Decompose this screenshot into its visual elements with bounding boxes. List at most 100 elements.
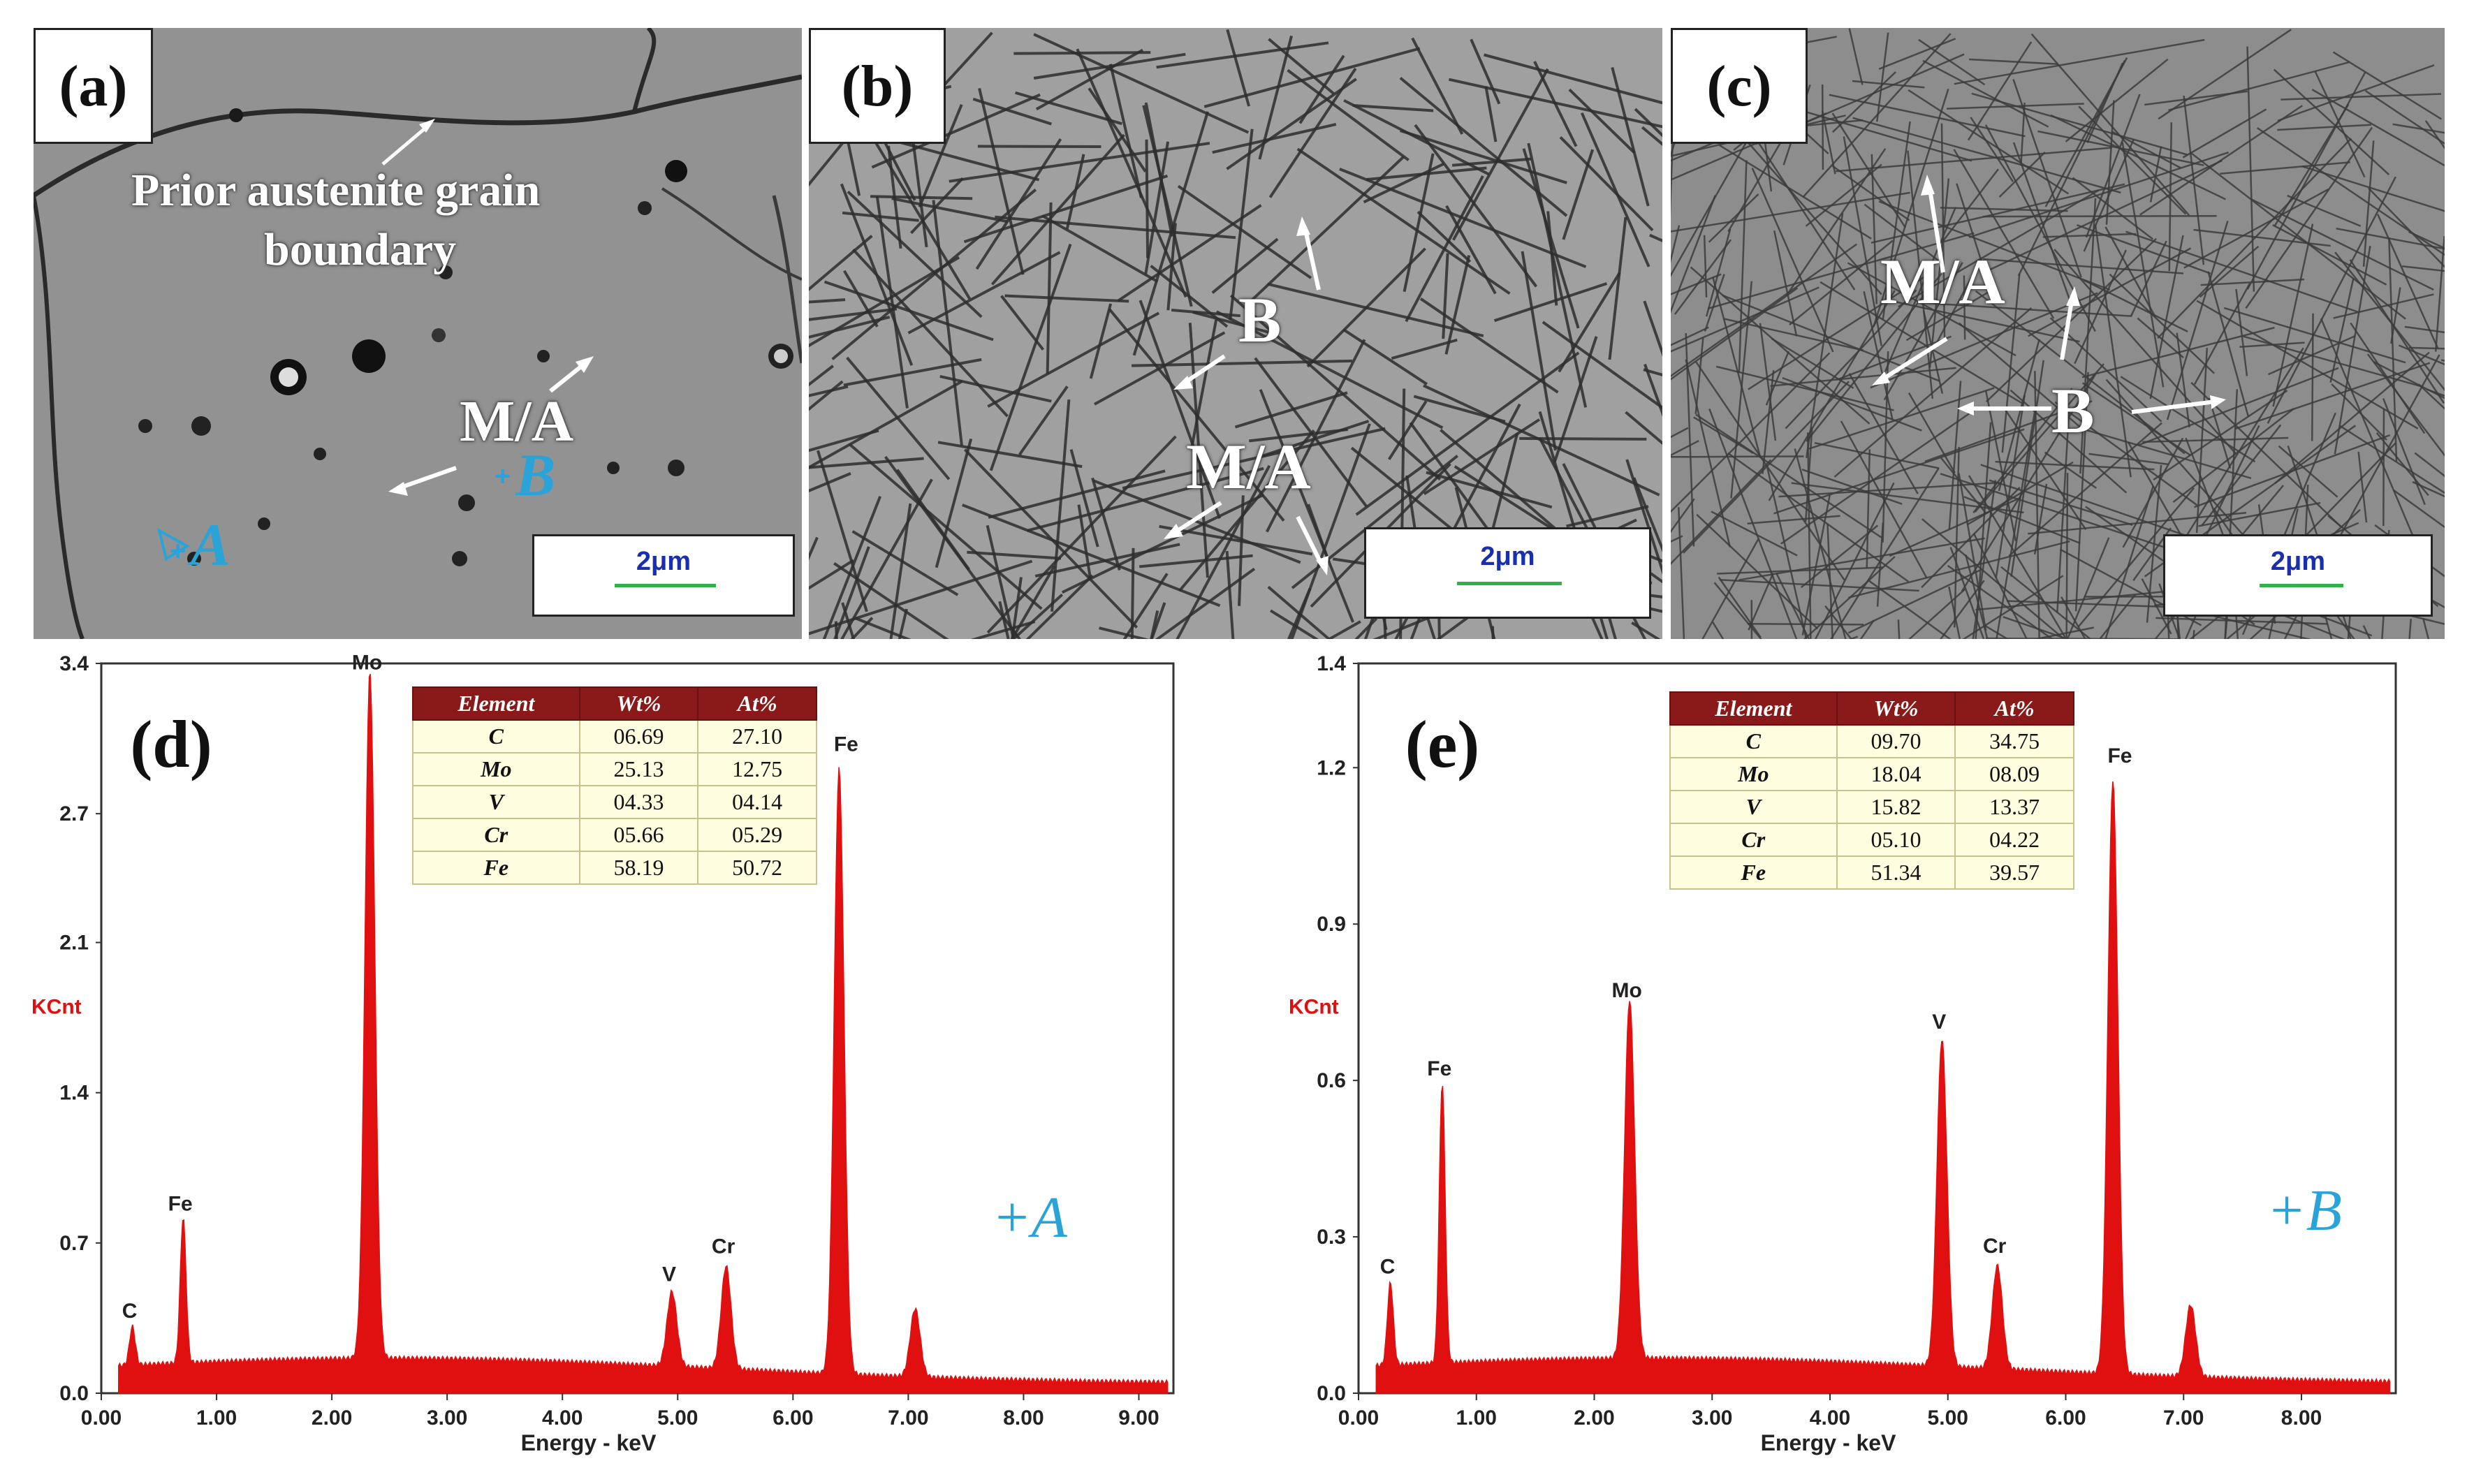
scale-bar-b [1457,582,1562,585]
peak-label: C [1380,1256,1396,1279]
micrograph-a: (a) + + Prior austenite grain boundary M… [34,28,802,639]
peak-label: Cr [712,1235,735,1258]
table-cell: 09.70 [1837,725,1956,758]
table-cell: V [1670,791,1837,823]
point-label-d: +A [992,1184,1067,1251]
table-cell: Fe [413,851,580,884]
peak-label: Mo [352,652,382,675]
b-label-b: B [1238,283,1281,357]
peak-label: Fe [2107,744,2132,767]
peak-label: Fe [1427,1057,1451,1080]
y-axis-label: KCnt [31,996,82,1019]
x-tick-label: 2.00 [312,1406,352,1430]
ma-label-c: M/A [1880,244,2005,318]
peak-label: C [122,1300,138,1323]
scale-bar-c [2260,584,2343,587]
peak-label: Mo [1611,979,1641,1002]
table-cell: 06.69 [580,720,698,753]
panel-label-e: (e) [1390,705,1495,782]
x-tick-label: 3.00 [427,1406,467,1430]
table-cell: C [1670,725,1837,758]
micrograph-c: (c) M/A B 2μm [1671,28,2445,639]
x-tick-label: 4.00 [542,1406,583,1430]
x-tick-label: 9.00 [1118,1406,1159,1430]
table-cell: 05.29 [698,818,817,851]
table-header-e: Element Wt% At% [1670,692,2074,725]
table-cell: 27.10 [698,720,817,753]
y-tick-label: 2.7 [59,802,89,825]
scale-box-c: 2μm [2163,534,2433,617]
b-label-c: B [2051,374,2094,448]
x-tick-label: 8.00 [2281,1406,2322,1430]
svg-text:+: + [170,536,186,566]
scale-text-c: 2μm [2165,547,2431,577]
x-axis-label: Energy - keV [521,1430,657,1455]
table-cell: 58.19 [580,851,698,884]
x-tick-label: 0.00 [81,1406,122,1430]
x-tick-label: 5.00 [657,1406,698,1430]
x-tick-label: 1.00 [196,1406,237,1430]
point-label-e: +B [2267,1177,2342,1244]
y-axis-label: KCnt [1289,996,1339,1019]
y-tick-label: 3.4 [59,652,89,675]
table-cell: 18.04 [1837,758,1956,791]
y-tick-label: 1.4 [59,1082,89,1105]
y-tick-label: 0.6 [1317,1069,1346,1092]
grain-boundary-annotation-line1: Prior austenite grain [131,164,540,217]
table-cell: 13.37 [1955,791,2074,823]
x-tick-label: 3.00 [1692,1406,1732,1430]
x-tick-label: 8.00 [1003,1406,1044,1430]
table-cell: 04.22 [1955,823,2074,856]
peak-label: Fe [168,1192,193,1215]
micrograph-b: (b) B M/A 2μm [809,28,1662,639]
panel-label-d: (d) [119,705,224,782]
table-cell: 50.72 [698,851,817,884]
x-tick-label: 6.00 [773,1406,813,1430]
table-cell: 12.75 [698,753,817,786]
y-tick-label: 0.9 [1317,913,1346,936]
table-cell: 39.57 [1955,856,2074,889]
table-header-cell: At% [1955,692,2074,725]
table-cell: 08.09 [1955,758,2074,791]
x-axis-label: Energy - keV [1761,1430,1897,1455]
svg-text:+: + [495,461,511,492]
table-cell: 25.13 [580,753,698,786]
peak-label: V [1932,1011,1946,1034]
table-cell: Fe [1670,856,1837,889]
x-tick-label: 6.00 [2045,1406,2086,1430]
table-header-cell: Wt% [1837,692,1956,725]
x-tick-label: 7.00 [2163,1406,2204,1430]
table-header-cell: At% [698,687,817,720]
table-cell: 51.34 [1837,856,1956,889]
x-tick-label: 5.00 [1928,1406,1968,1430]
scale-box-b: 2μm [1364,527,1651,619]
y-tick-label: 0.7 [59,1232,89,1255]
table-cell: 04.33 [580,786,698,818]
table-cell: 05.10 [1837,823,1956,856]
y-tick-label: 0.0 [59,1382,89,1405]
table-cell: Cr [413,818,580,851]
table-cell: C [413,720,580,753]
scale-text-a: 2μm [534,547,793,577]
y-tick-label: 1.4 [1317,652,1346,675]
table-header-cell: Element [413,687,580,720]
x-tick-label: 7.00 [888,1406,928,1430]
y-tick-label: 0.0 [1317,1382,1346,1405]
x-tick-label: 1.00 [1456,1406,1497,1430]
grain-boundary-annotation-line2: boundary [264,223,456,277]
ma-label-b: M/A [1186,429,1311,504]
y-tick-label: 2.1 [59,932,89,955]
table-header-d: Element Wt% At% [413,687,817,720]
scale-bar-a [615,584,716,587]
peak-label: Cr [1983,1235,2007,1258]
eds-chart-d: 0.00 1.00 2.00 3.00 4.00 5.00 6.00 7.00 8.00 9.00… [0,649,1215,1481]
table-cell: 15.82 [1837,791,1956,823]
